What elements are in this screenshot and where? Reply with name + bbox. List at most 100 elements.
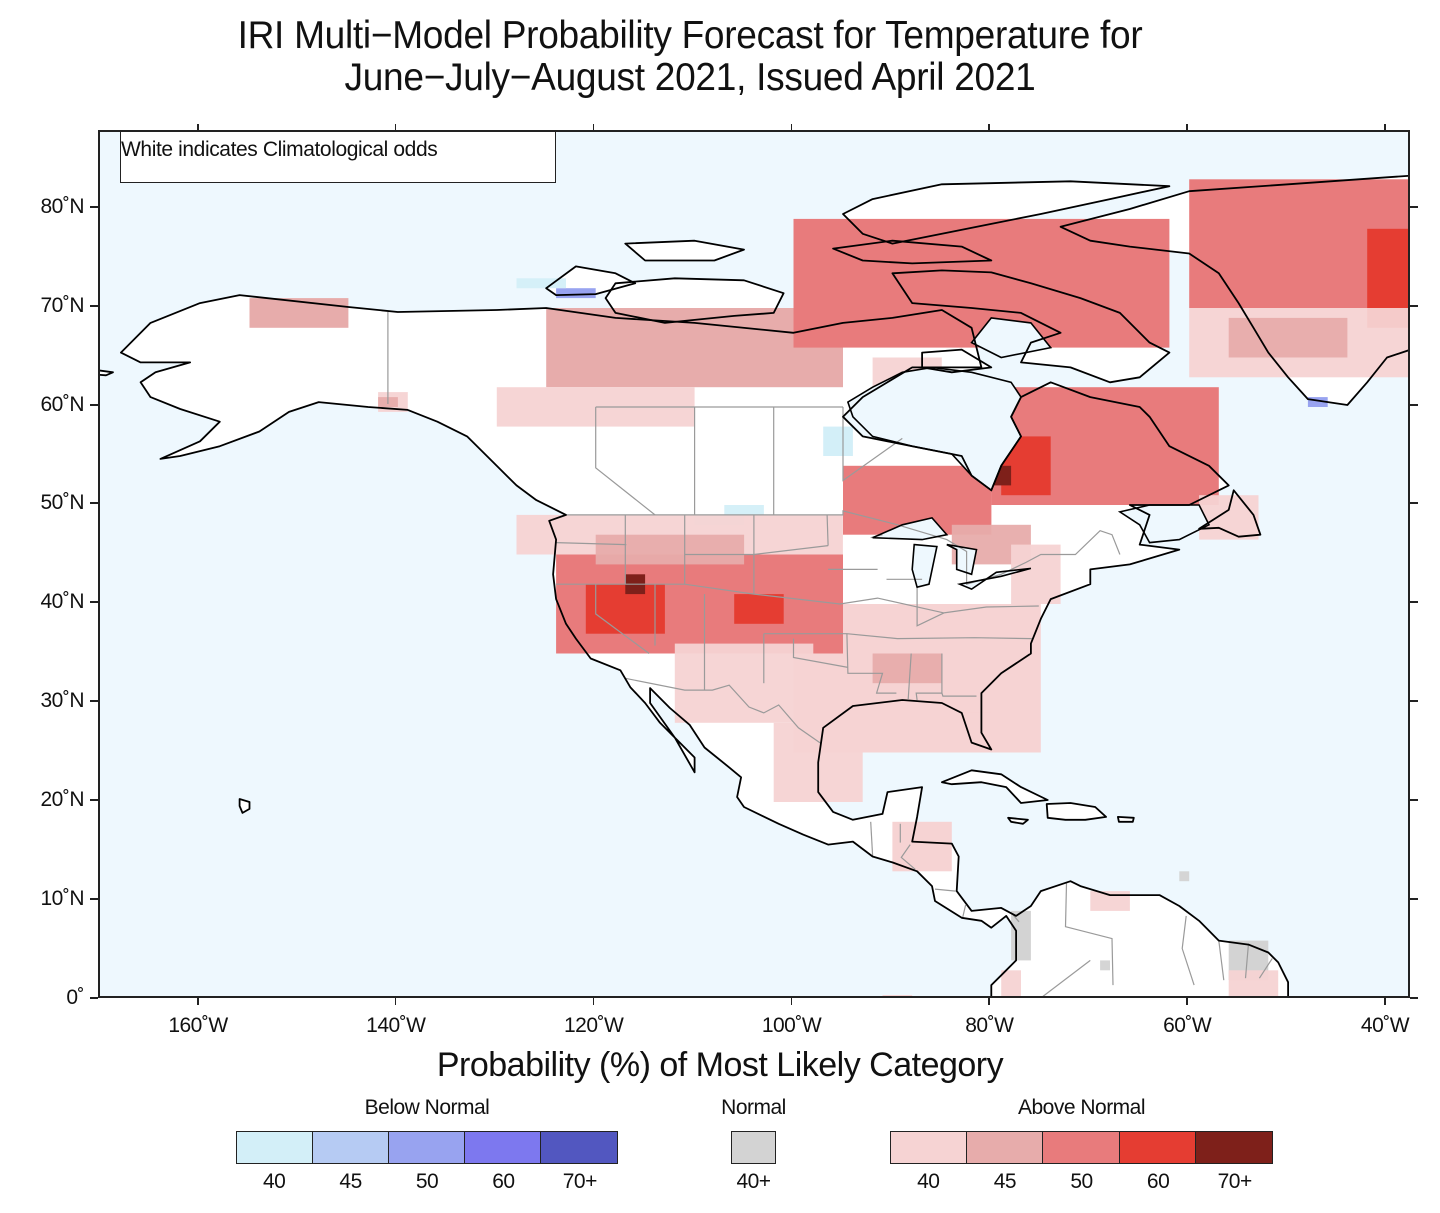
lat-tick-label: 70˚N <box>40 294 84 317</box>
legend-swatch <box>891 1132 968 1163</box>
map-panel[interactable] <box>98 130 1410 998</box>
lat-tick-label: 10˚N <box>40 887 84 910</box>
coastline-southampton-island <box>921 348 993 374</box>
coastline-ellesmere <box>842 180 1171 245</box>
prob-cell <box>1001 970 1021 996</box>
lat-tick-label: 60˚N <box>40 393 84 416</box>
coastline-cuba <box>941 769 1049 804</box>
coastline-lake-superior <box>872 517 949 541</box>
lat-tick-mark <box>1410 997 1418 999</box>
legend-swatch <box>732 1132 775 1163</box>
lon-tick-mark <box>988 998 990 1005</box>
lon-tick-label: 160˚W <box>168 1014 228 1037</box>
legend-colorbar-below-normal <box>236 1131 618 1164</box>
foxe-basin <box>971 317 1051 358</box>
coastline-hudson-bay <box>846 366 1022 492</box>
gulf-st-lawrence <box>1119 505 1209 543</box>
political-border <box>595 584 650 654</box>
political-border <box>1064 883 1114 986</box>
lon-tick-label: 100˚W <box>761 1014 822 1037</box>
political-border <box>763 633 1032 640</box>
lat-tick-mark <box>1410 799 1418 801</box>
lat-tick-label: 30˚N <box>40 689 84 712</box>
political-border <box>870 821 874 856</box>
legend-swatch <box>237 1132 313 1163</box>
lon-tick-mark <box>1384 124 1386 131</box>
coastline-newfoundland <box>1198 489 1262 538</box>
prob-cell <box>882 995 913 996</box>
legend-label: 60 <box>492 1170 515 1193</box>
political-border <box>792 638 849 668</box>
lon-tick-label: 120˚W <box>563 1014 624 1037</box>
coastline-victoria-island <box>604 277 785 324</box>
political-border <box>625 677 822 745</box>
legend-label: 70+ <box>1217 1170 1253 1193</box>
legend-swatch <box>1195 1132 1273 1163</box>
lake-huron <box>946 544 977 575</box>
lon-tick-mark <box>197 998 199 1005</box>
prob-cell <box>595 534 745 565</box>
coastline-lake-erie-ontario <box>956 567 1032 591</box>
prob-cell <box>1228 317 1348 358</box>
lat-tick-mark <box>90 799 98 801</box>
legend-swatch <box>1043 1132 1120 1163</box>
political-border <box>1042 959 1091 996</box>
political-border <box>826 514 829 546</box>
legend-title: Probability (%) of Most Likely Category <box>436 1046 1004 1084</box>
legend-swatch <box>313 1132 389 1163</box>
legend-swatch <box>541 1132 617 1163</box>
political-border <box>846 633 897 694</box>
prob-cell <box>516 278 566 289</box>
legend-label: 45 <box>993 1170 1017 1193</box>
political-border <box>934 888 956 892</box>
lat-tick-mark <box>1410 700 1418 702</box>
lake-michigan <box>912 544 937 588</box>
lat-tick-label: 80˚N <box>40 195 84 218</box>
political-border <box>1181 915 1195 986</box>
prob-cell <box>1179 871 1190 882</box>
climatology-note-box: White indicates Climatological odds <box>120 131 556 183</box>
legend-label: 45 <box>339 1170 362 1193</box>
prob-cell <box>1228 970 1279 996</box>
lat-tick-mark <box>90 898 98 900</box>
coastline-lake-michigan <box>911 543 938 589</box>
lake-erie-ontario <box>959 568 1031 590</box>
lon-tick-mark <box>790 124 792 131</box>
lon-tick-mark <box>1186 124 1188 131</box>
lat-tick-mark <box>1410 502 1418 504</box>
coastline-hispaniola <box>1045 802 1107 821</box>
political-border <box>907 653 912 700</box>
coastline-banks-island <box>545 265 637 297</box>
legend-swatch <box>967 1132 1044 1163</box>
political-border <box>556 542 627 546</box>
lat-tick-label: 20˚N <box>40 788 84 811</box>
lon-tick-mark <box>592 998 595 1005</box>
prob-cell <box>961 712 992 753</box>
prob-cell <box>734 594 784 624</box>
lat-tick-mark <box>90 404 98 406</box>
legend-label: 50 <box>415 1170 439 1193</box>
prob-cell <box>1100 960 1110 971</box>
forecast-map[interactable] <box>100 132 1410 998</box>
lat-tick-mark <box>90 700 98 702</box>
coastline-melville-island <box>624 239 745 262</box>
prob-cell <box>892 821 952 872</box>
lat-tick-mark <box>90 601 98 603</box>
political-border <box>1218 940 1225 981</box>
legend-label: 50 <box>1070 1170 1093 1193</box>
political-border <box>915 653 943 701</box>
political-border <box>556 583 1039 614</box>
lon-tick-mark <box>592 124 595 131</box>
lat-tick-label: 50˚N <box>40 491 84 514</box>
lon-tick-mark <box>197 124 199 131</box>
lat-tick-mark <box>90 502 98 504</box>
political-border <box>941 692 977 697</box>
coastline-lake-huron <box>946 543 978 576</box>
lat-tick-mark <box>1410 898 1418 900</box>
climatology-note: White indicates Climatological odds <box>121 138 438 161</box>
legend-label: 40 <box>917 1170 940 1193</box>
prob-cell <box>724 505 764 515</box>
lat-tick-label: 40˚N <box>40 590 84 613</box>
prob-cell <box>793 218 1170 348</box>
legend-swatch <box>1119 1132 1196 1163</box>
